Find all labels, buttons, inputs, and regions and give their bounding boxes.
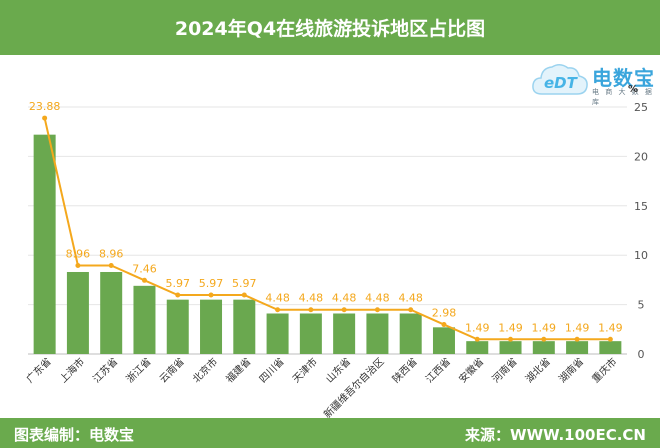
x-tick-label: 新疆维吾尔自治区 <box>321 355 387 421</box>
line-point <box>607 336 613 342</box>
bar <box>299 313 322 354</box>
title-bar: 2024年Q4在线旅游投诉地区占比图 <box>0 0 660 55</box>
x-tick-label: 江西省 <box>423 355 453 385</box>
x-tick-label: 安徽省 <box>456 355 486 385</box>
data-label: 1.49 <box>565 321 590 334</box>
line-point <box>508 336 514 342</box>
line-point <box>308 307 314 313</box>
x-tick-label: 湖南省 <box>556 355 586 385</box>
bar <box>366 313 389 354</box>
data-label: 4.48 <box>332 292 357 305</box>
x-tick-label: 河南省 <box>489 355 519 385</box>
bar <box>499 341 522 354</box>
x-tick-label: 浙江省 <box>123 355 153 385</box>
data-label: 4.48 <box>265 292 290 305</box>
logo-name: 电数宝 <box>592 66 655 90</box>
line-point <box>108 262 114 268</box>
data-label: 8.96 <box>66 247 91 260</box>
x-tick-label: 广东省 <box>23 355 53 385</box>
bar <box>399 313 422 354</box>
data-label: 1.49 <box>532 321 557 334</box>
brand-logo: eDT 电数宝 电 商 大 数 据 库 <box>530 60 655 106</box>
line-point <box>374 307 380 313</box>
data-label: 4.48 <box>299 292 324 305</box>
line-point <box>175 292 181 298</box>
x-tick-label: 北京市 <box>190 355 220 385</box>
bar <box>33 134 56 354</box>
data-label: 1.49 <box>465 321 490 334</box>
x-tick-label: 江苏省 <box>90 355 120 385</box>
bar <box>166 299 189 354</box>
x-tick-label: 重庆市 <box>589 355 619 385</box>
y-tick-label: 20 <box>634 150 648 163</box>
y-unit-label: % <box>628 84 638 95</box>
data-label: 5.97 <box>166 277 191 290</box>
cloud-logo-icon <box>532 64 588 95</box>
line-point <box>141 277 147 283</box>
x-tick-label: 山东省 <box>323 355 353 385</box>
logo-tagline: 电 商 大 数 据 库 <box>592 88 654 106</box>
line-point <box>42 115 48 121</box>
data-label: 5.97 <box>232 277 257 290</box>
x-tick-label: 天津市 <box>290 355 320 385</box>
x-tick-label: 陕西省 <box>389 355 419 385</box>
line-point <box>541 336 547 342</box>
data-label: 7.46 <box>132 262 157 275</box>
data-label: 1.49 <box>498 321 523 334</box>
data-label: 4.48 <box>398 292 423 305</box>
bar <box>66 271 89 354</box>
line-point <box>574 336 580 342</box>
bar <box>599 341 622 354</box>
y-tick-label: 5 <box>638 299 645 312</box>
trend-line <box>43 117 611 341</box>
line-point <box>75 262 81 268</box>
y-tick-label: 25 <box>634 101 648 114</box>
x-tick-label: 福建省 <box>223 355 253 385</box>
data-label: 1.49 <box>598 321 623 334</box>
line-point <box>208 292 214 298</box>
bar <box>233 299 256 354</box>
footer-credit: 图表编制：电数宝 <box>14 426 135 444</box>
line-point <box>275 307 281 313</box>
y-tick-label: 0 <box>638 348 645 361</box>
bar <box>200 299 223 354</box>
line-point <box>408 307 414 313</box>
bar <box>566 341 589 354</box>
line-point <box>341 307 347 313</box>
y-tick-label: 10 <box>634 249 648 262</box>
data-label: 2.98 <box>432 307 457 320</box>
bar <box>466 341 489 354</box>
bar <box>133 285 156 354</box>
bar <box>432 327 455 354</box>
line-point <box>474 336 480 342</box>
y-tick-label: 15 <box>634 200 648 213</box>
x-tick-label: 云南省 <box>156 355 186 385</box>
x-tick-label: 湖北省 <box>523 355 553 385</box>
bar <box>532 341 555 354</box>
bar <box>333 313 356 354</box>
chart-title: 2024年Q4在线旅游投诉地区占比图 <box>174 18 486 40</box>
line-point <box>241 292 247 298</box>
bar <box>266 313 289 354</box>
logo-mark: eDT <box>544 74 577 92</box>
data-label: 8.96 <box>99 247 124 260</box>
footer-bar: 图表编制：电数宝 来源：WWW.100EC.CN <box>0 418 660 448</box>
x-tick-label: 四川省 <box>256 355 286 385</box>
footer-source: 来源：WWW.100EC.CN <box>465 426 646 444</box>
bar <box>100 271 123 354</box>
data-label: 4.48 <box>365 292 390 305</box>
line-point <box>441 322 447 328</box>
x-tick-label: 上海市 <box>57 355 87 385</box>
data-label: 23.88 <box>29 100 61 113</box>
data-label: 5.97 <box>199 277 224 290</box>
